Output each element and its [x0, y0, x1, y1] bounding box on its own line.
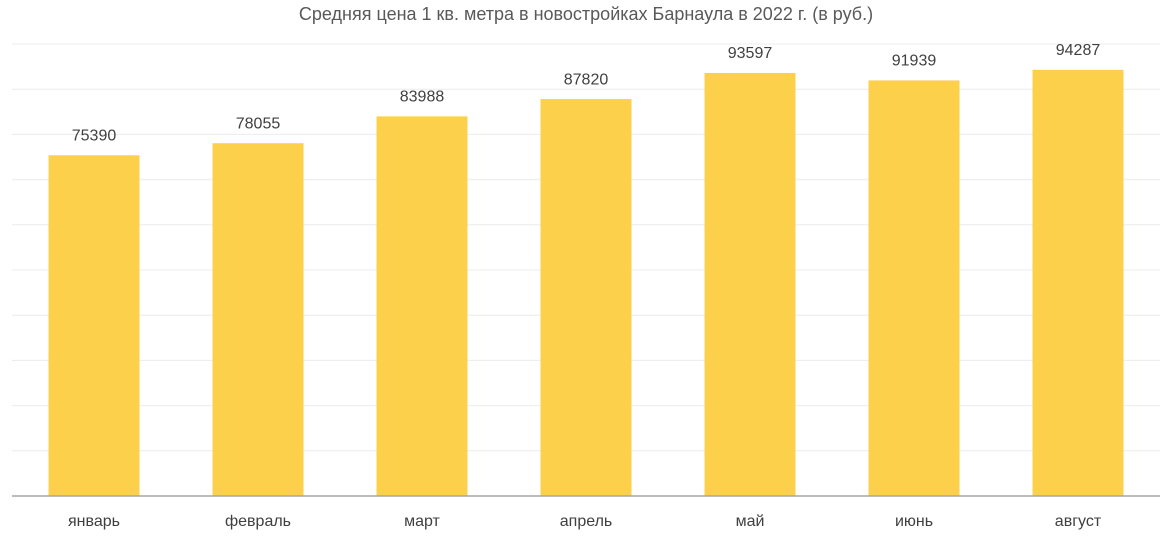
x-tick-label: август: [1055, 513, 1102, 530]
bar: [704, 72, 796, 496]
bar: [1032, 69, 1124, 497]
x-tick-label: апрель: [560, 513, 613, 530]
x-tick-label: январь: [68, 513, 120, 530]
bar: [376, 116, 468, 496]
data-label: 83988: [400, 89, 445, 106]
data-label: 91939: [892, 53, 937, 70]
data-label: 78055: [236, 115, 281, 132]
data-label: 75390: [72, 127, 117, 144]
bar: [540, 99, 632, 497]
x-tick-label: февраль: [225, 513, 291, 530]
bar: [48, 155, 140, 497]
x-tick-label: июнь: [895, 513, 933, 530]
data-label: 87820: [564, 71, 609, 88]
chart-title: Средняя цена 1 кв. метра в новостройках …: [299, 4, 873, 24]
bar: [212, 143, 304, 496]
data-label: 94287: [1056, 42, 1101, 59]
x-tick-label: май: [736, 513, 765, 530]
data-label: 93597: [728, 45, 773, 62]
x-tick-label: март: [404, 513, 440, 530]
bar: [868, 80, 960, 496]
